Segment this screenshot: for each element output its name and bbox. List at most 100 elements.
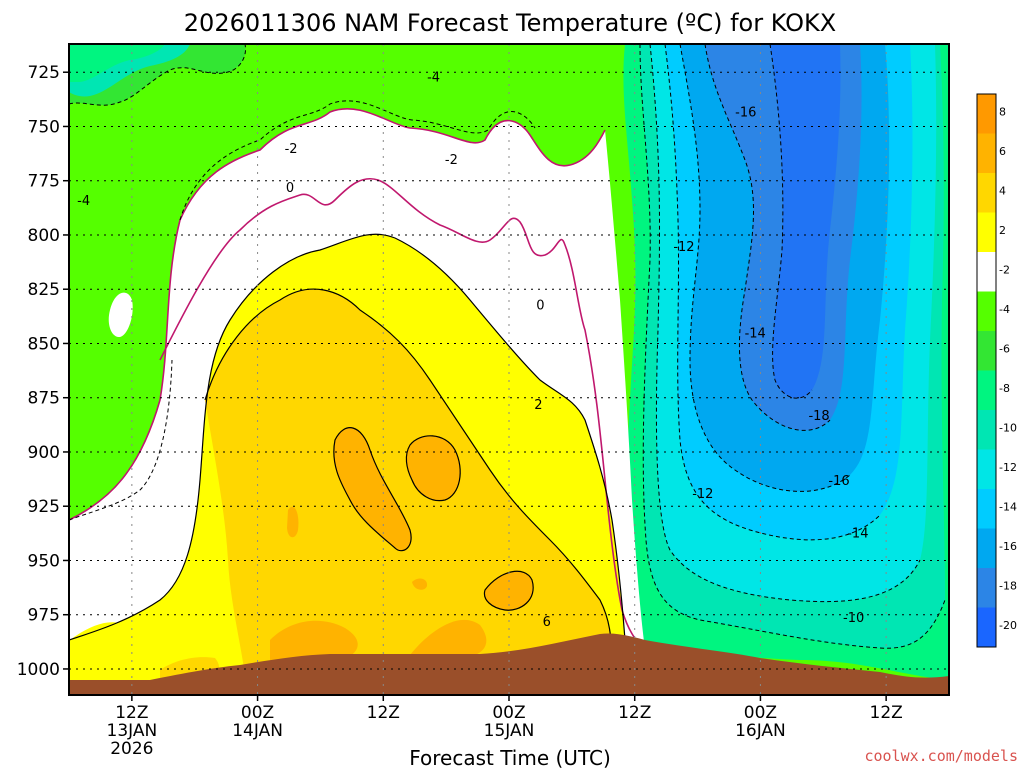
y-axis-ticks: 725 750 775 800 825 850 875 900 925 950 975 1000 [17, 63, 69, 680]
temperature-fill-layers [69, 44, 949, 695]
colorbar-swatch [977, 607, 996, 647]
x-tick-label: 15JAN [484, 721, 535, 741]
contour-six-b [405, 435, 461, 502]
colorbar-swatch [977, 568, 996, 608]
fill-orange-6to8-e [484, 571, 534, 611]
contour-neg2-left [69, 359, 173, 521]
contour-label: -4 [77, 194, 90, 209]
colorbar-label: -6 [999, 343, 1010, 356]
y-tick-label: 900 [28, 443, 60, 463]
x-tick-label: 14JAN [232, 721, 283, 741]
y-tick-label: 800 [28, 226, 60, 246]
colorbar-swatch [977, 528, 996, 568]
y-tick-label: 975 [28, 606, 60, 626]
fill-orange-6to8-g [412, 578, 428, 590]
colorbar-swatch [977, 331, 996, 371]
contour-cold-6 [769, 44, 813, 399]
contour-cold-5 [704, 44, 831, 431]
y-tick-label: 950 [28, 551, 60, 571]
contour-labels: -4 -2 -2 -4 0 0 2 6 -12 -14 -16 -18 -16 -12 -14 -10 [77, 71, 868, 631]
colorbar-label: -20 [999, 619, 1017, 632]
contour-label: -12 [692, 487, 713, 502]
colorbar-swatch [977, 173, 996, 213]
x-tick-label: 16JAN [735, 721, 786, 741]
contour-label: -10 [843, 611, 864, 626]
colorbar-label: -4 [999, 303, 1010, 316]
y-tick-label: 775 [28, 172, 60, 192]
colorbar-label: 6 [999, 145, 1006, 158]
colorbar-swatch [977, 449, 996, 489]
y-tick-label: 750 [28, 117, 60, 137]
contour-cold-2 [649, 44, 921, 603]
colorbar-label: -8 [999, 382, 1010, 395]
y-tick-label: 825 [28, 280, 60, 300]
contour-label: -16 [735, 105, 756, 120]
y-tick-label: 1000 [17, 660, 60, 680]
contour-label: -4 [427, 71, 440, 86]
colorbar-swatch [977, 212, 996, 252]
fill-right-coldest [770, 44, 841, 399]
colorbar-label: 2 [999, 224, 1006, 237]
x-axis-label: Forecast Time (UTC) [409, 746, 611, 768]
contour-zero [69, 107, 606, 521]
colorbar-frame [976, 93, 997, 648]
contour-label: -2 [445, 153, 458, 168]
colorbar-label: -2 [999, 264, 1010, 277]
contour-two [69, 233, 626, 641]
colorbar-swatch [977, 410, 996, 450]
chart-title: 2026011306 NAM Forecast Temperature (ºC)… [184, 9, 836, 37]
contour-four [204, 288, 612, 651]
x-tick-label: 00Z [492, 703, 525, 723]
x-tick-label: 12Z [115, 703, 148, 723]
x-tick-label: 12Z [870, 703, 903, 723]
fill-aqua-topleft-2 [69, 44, 165, 82]
contour-label: 2 [534, 398, 542, 413]
colorbar-swatch [977, 370, 996, 410]
fill-yellow-left-blob [70, 622, 126, 665]
fill-white-left-pocket [108, 292, 133, 338]
contour-label: -14 [745, 327, 766, 342]
colorbar-swatch [977, 133, 996, 173]
contour-label: -2 [285, 142, 298, 157]
colorbar-label: -16 [999, 540, 1017, 553]
x-tick-label: 12Z [367, 703, 400, 723]
fill-orange-6to8-d [410, 619, 487, 655]
contour-label: -14 [847, 526, 868, 541]
x-tick-label: 12Z [618, 703, 651, 723]
contour-neg2-top [179, 100, 536, 221]
colorbar-label: -10 [999, 422, 1017, 435]
y-tick-label: 875 [28, 389, 60, 409]
contour-label: -16 [828, 474, 849, 489]
y-tick-label: 850 [28, 334, 60, 354]
terrain-surface [69, 633, 949, 695]
contour-lines [69, 44, 946, 651]
credit-text: coolwx.com/models [864, 747, 1018, 765]
x-tick-label: 00Z [744, 703, 777, 723]
contour-label: -12 [673, 240, 694, 255]
contour-cold-4 [679, 44, 851, 492]
y-tick-label: 925 [28, 497, 60, 517]
fill-orange-6to8-f [287, 506, 299, 538]
contour-zero-b [159, 178, 646, 651]
contour-neg4 [69, 44, 247, 106]
colorbar-label: 4 [999, 185, 1006, 198]
x-tick-label: 13JAN [107, 721, 158, 741]
contour-cold-3 [664, 44, 881, 541]
colorbar-label: -18 [999, 580, 1017, 593]
y-tick-label: 725 [28, 63, 60, 83]
x-tick-label: 00Z [241, 703, 274, 723]
contour-label: 0 [536, 298, 544, 313]
contour-label: -18 [808, 409, 829, 424]
contour-six-a [333, 427, 412, 552]
colorbar-swatch [977, 252, 996, 292]
colorbar-swatch [977, 489, 996, 529]
contour-label: 6 [543, 615, 551, 630]
colorbar: 8 6 4 2 -2 -4 -6 -8 -10 -12 -14 -16 -18 -20 [976, 93, 1017, 648]
fill-orange-6to8-a [333, 427, 412, 551]
colorbar-swatch [977, 291, 996, 331]
colorbar-label: 8 [999, 106, 1006, 119]
x-tick-label: 2026 [110, 739, 153, 759]
contour-label: 0 [286, 181, 294, 196]
